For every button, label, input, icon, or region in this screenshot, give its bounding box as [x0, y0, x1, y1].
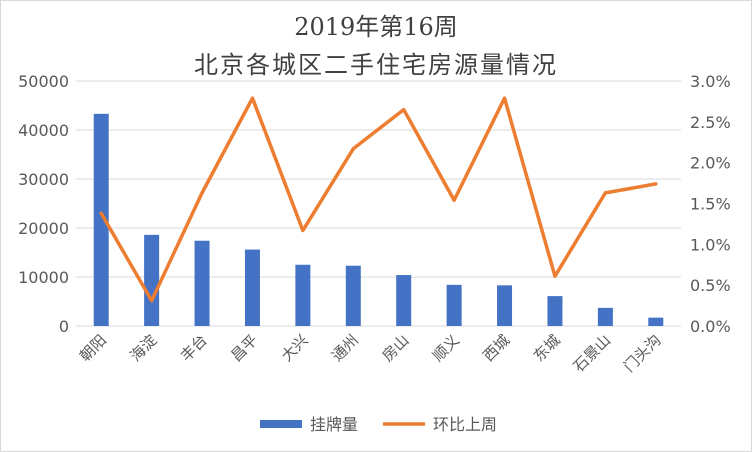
bar: [345, 265, 361, 326]
left-axis: 0 10000 20000 30000 40000 50000: [18, 72, 69, 336]
line-point: [604, 192, 606, 194]
bar: [244, 249, 260, 326]
line-point: [655, 183, 657, 185]
legend-swatch-bar: [260, 420, 302, 428]
bar: [648, 317, 664, 326]
x-category-label: 大兴: [278, 331, 312, 365]
line-series: [99, 96, 658, 303]
y-right-tick-label: 2.0%: [690, 154, 731, 173]
bar: [446, 284, 462, 326]
bar: [497, 285, 513, 326]
line-point: [100, 212, 102, 214]
y-right-tick-label: 3.0%: [690, 72, 731, 91]
bar: [597, 307, 613, 326]
line-point: [251, 97, 253, 99]
x-category-label: 石景山: [570, 331, 615, 376]
x-category-label: 海淀: [127, 331, 161, 365]
x-category-label: 朝阳: [76, 331, 110, 365]
y-left-tick-label: 0: [59, 317, 69, 336]
y-right-tick-label: 1.5%: [690, 195, 731, 214]
y-left-tick-label: 10000: [18, 268, 69, 287]
x-category-label: 丰台: [177, 331, 211, 365]
x-category-label: 通州: [328, 331, 362, 365]
bar: [194, 240, 210, 326]
line-point: [201, 192, 203, 194]
y-left-tick-label: 40000: [18, 121, 69, 140]
y-left-tick-label: 20000: [18, 219, 69, 238]
x-category-label: 东城: [530, 331, 564, 365]
legend: 挂牌量 环比上周: [260, 415, 497, 434]
y-right-tick-label: 0.0%: [690, 317, 731, 336]
x-category-label: 顺义: [429, 331, 463, 365]
y-right-tick-label: 0.5%: [690, 276, 731, 295]
line-point: [352, 148, 354, 150]
line-point: [302, 229, 304, 231]
y-right-tick-label: 2.5%: [690, 113, 731, 132]
gridlines: [76, 80, 681, 327]
right-axis: 0.0% 0.5% 1.0% 1.5% 2.0% 2.5% 3.0%: [690, 72, 731, 336]
x-category-label: 西城: [479, 331, 513, 365]
y-left-tick-label: 50000: [18, 72, 69, 91]
x-category-label: 昌平: [227, 331, 261, 365]
x-category-label: 门头沟: [620, 331, 665, 376]
line-point: [403, 109, 405, 111]
chart-subtitle: 北京各城区二手住宅房源量情况: [194, 51, 558, 79]
legend-label-bar: 挂牌量: [310, 415, 358, 434]
line-point: [504, 97, 506, 99]
bar: [295, 264, 311, 326]
y-left-tick-label: 30000: [18, 170, 69, 189]
bar: [547, 296, 563, 326]
chart-title: 2019年第16周: [294, 13, 458, 41]
legend-label-line: 环比上周: [433, 415, 497, 434]
x-axis: 朝阳 海淀 丰台 昌平 大兴 通州 房山 顺义 西城 东城 石景山 门头沟: [76, 331, 665, 376]
bar-series: [93, 113, 664, 326]
line-path: [99, 96, 658, 303]
x-category-label: 房山: [379, 331, 413, 365]
y-right-tick-label: 1.0%: [690, 235, 731, 254]
bar: [93, 113, 109, 326]
line-point: [151, 300, 153, 302]
line-point: [453, 199, 455, 201]
bar: [396, 275, 412, 326]
bar: [144, 234, 160, 326]
line-point: [554, 275, 556, 277]
